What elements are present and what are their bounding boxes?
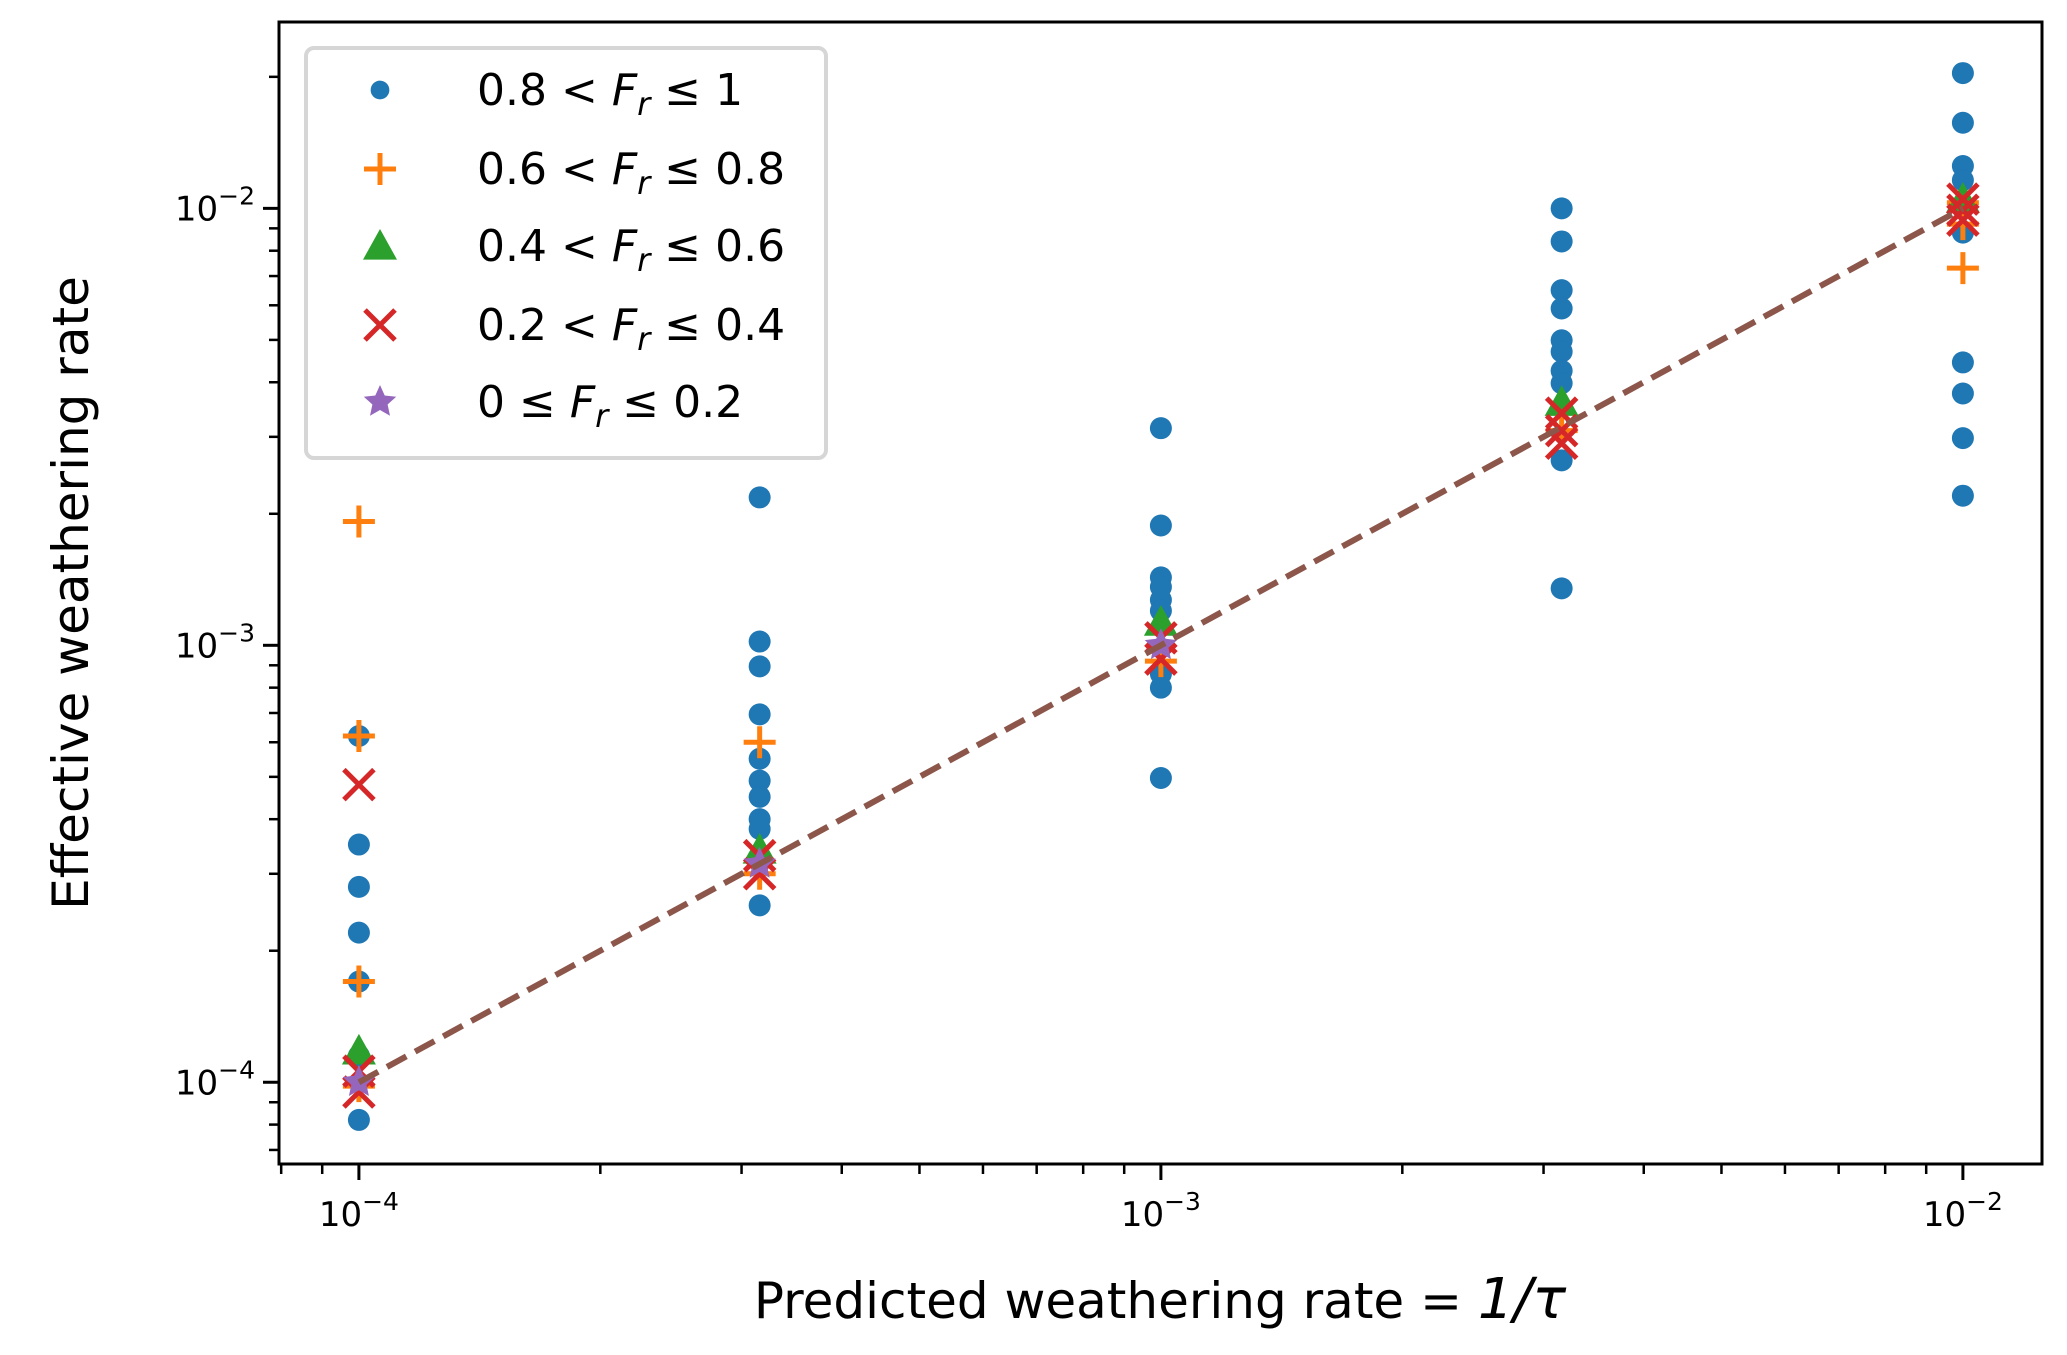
data-point-circle [1149,417,1172,440]
data-point-circle [1550,449,1573,472]
x-tick-label: 10−3 [1121,1187,1201,1235]
data-point-circle [1951,427,1974,450]
data-point-circle [1951,351,1974,374]
data-point-circle [748,894,771,917]
legend-item: 0.6 < Fr ≤ 0.8 [364,144,785,202]
legend-frame [304,46,828,460]
x-axis-ticks: 10−4 10−3 10−2 [279,1164,2003,1235]
data-point-circle [748,817,771,840]
data-point-circle [347,875,370,898]
x-axis-label-text: Predicted weathering rate = [754,1272,1478,1330]
legend-marker-x [363,308,397,342]
y-axis-ticks: 10−4 10−3 10−2 [175,75,279,1152]
y-tick-label: 10−3 [175,618,255,666]
data-point-circle [1550,279,1573,302]
data-point-circle [748,630,771,653]
legend-item: 0.2 < Fr ≤ 0.4 [363,300,785,358]
data-point-circle [748,655,771,678]
data-point-circle [347,1108,370,1131]
legend-label: 0.4 < Fr ≤ 0.6 [477,221,785,279]
x-tick-label: 10−2 [1923,1187,2003,1235]
reference-line [357,205,1965,1085]
data-point-triangle [1544,385,1579,416]
legend-item: 0.4 < Fr ≤ 0.6 [363,221,785,279]
legend-item: 0.8 < Fr ≤ 1 [370,65,743,123]
data-point-circle [1550,197,1573,220]
data-point-circle [748,769,771,792]
data-point-circle [1951,62,1974,85]
data-point-x [342,767,376,802]
data-point-circle [1951,111,1974,134]
x-axis-label: Predicted weathering rate = 1/τ [754,1267,1566,1332]
data-point-circle [1550,340,1573,363]
data-point-plus [342,505,375,538]
data-point-circle [748,785,771,808]
y-tick-label: 10−2 [175,181,255,229]
data-point-circle [748,747,771,770]
data-point-plus [1946,252,1979,285]
x-axis-label-math: 1/τ [1478,1267,1566,1332]
data-point-circle [1951,169,1974,192]
legend-marker-star [363,385,397,416]
legend-label: 0.6 < Fr ≤ 0.8 [477,144,785,202]
data-point-plus [342,965,375,998]
x-tick-label: 10−4 [319,1187,399,1235]
y-tick-label: 10−4 [175,1055,255,1103]
legend-label: 0 ≤ Fr ≤ 0.2 [477,377,743,435]
data-point-circle [1149,514,1172,537]
data-point-x [1946,203,1980,237]
data-point-circle [1550,372,1573,395]
data-point-circle [1550,230,1573,253]
legend: 0.8 < Fr ≤ 1 0.6 < Fr ≤ 0.8 0.4 < Fr ≤ 0.6… [304,46,828,460]
data-point-circle [1149,676,1172,699]
data-point-circle [1149,766,1172,789]
legend-label: 0.2 < Fr ≤ 0.4 [477,300,785,358]
data-point-plus [342,720,375,753]
data-point-circle [1550,297,1573,320]
data-point-circle [347,833,370,856]
data-point-circle [347,921,370,944]
data-point-circle [1951,382,1974,405]
data-point-circle [748,486,771,509]
data-point-plus [743,726,776,759]
legend-item: 0 ≤ Fr ≤ 0.2 [363,377,743,435]
legend-label: 0.8 < Fr ≤ 1 [477,65,743,123]
data-point-circle [1550,577,1573,600]
legend-marker-triangle [363,229,397,260]
legend-marker-circle [370,80,390,100]
data-point-circle [1951,484,1974,507]
legend-marker-plus [364,153,396,185]
y-axis-label: Effective weathering rate [42,276,100,910]
data-point-triangle [341,1033,376,1065]
data-point-circle [748,703,771,726]
reference-line-group [357,205,1965,1085]
